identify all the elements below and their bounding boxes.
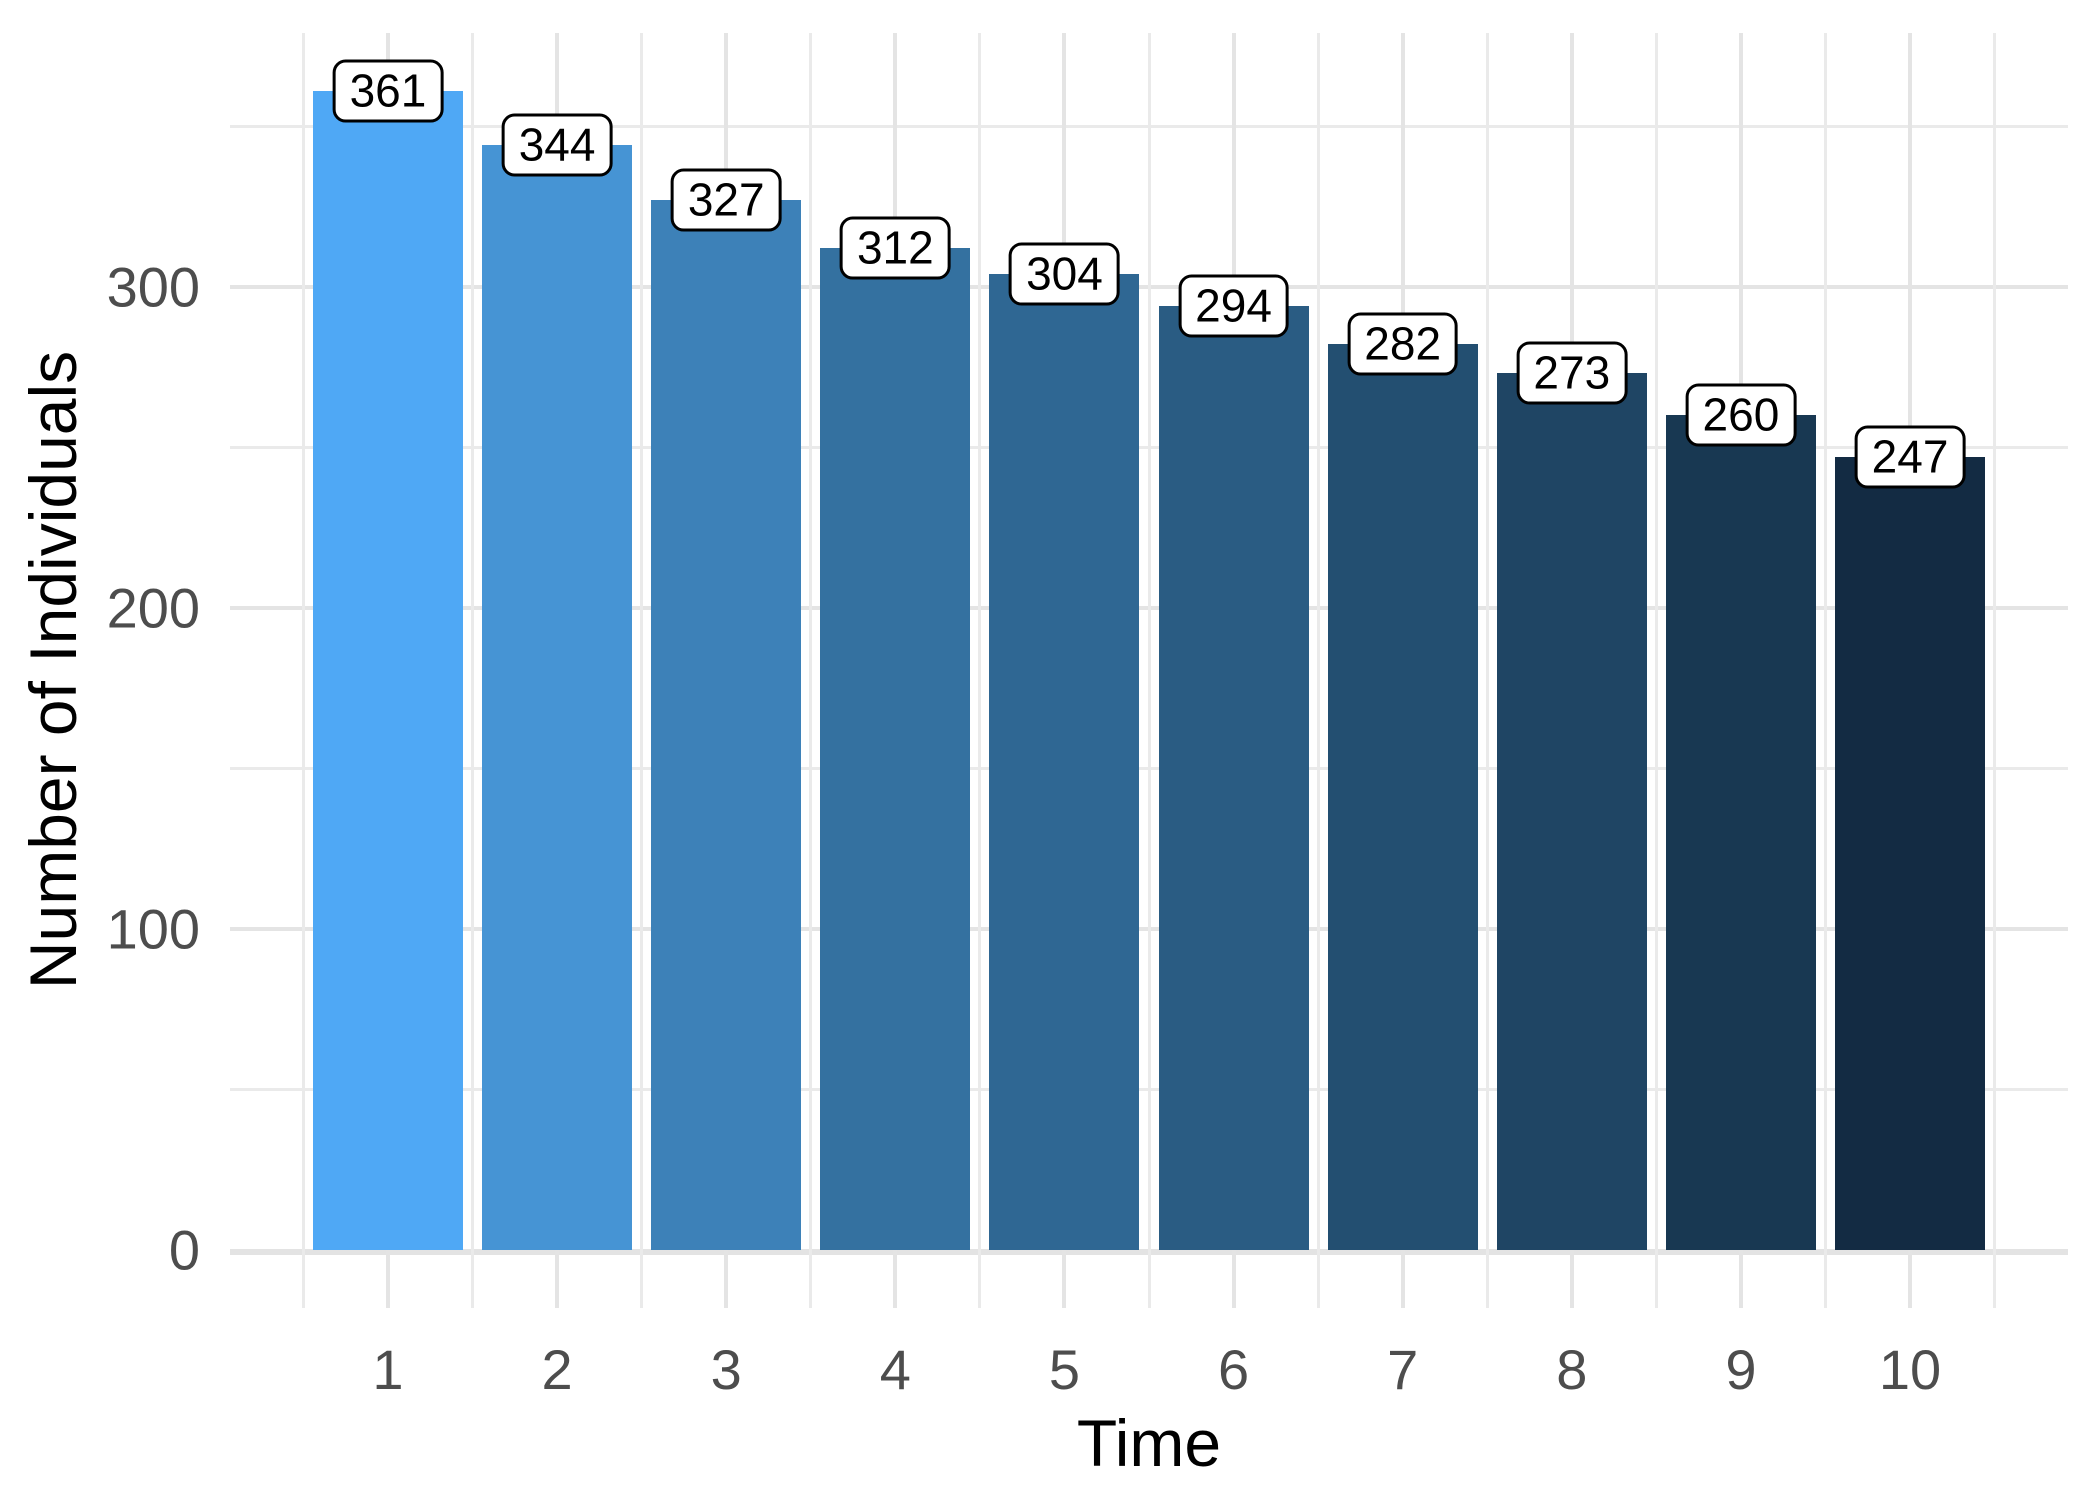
y-axis-title: Number of Individuals (16, 350, 90, 990)
gridline-vertical-minor (1147, 33, 1151, 1308)
bar-value-label: 327 (670, 168, 782, 232)
bar-value-label: 312 (839, 216, 951, 280)
x-axis-title: Time (1076, 1406, 1222, 1480)
gridline-vertical-minor (471, 33, 475, 1308)
bar (312, 90, 463, 1250)
gridline-vertical-minor (809, 33, 813, 1308)
bar-value-label: 247 (1854, 425, 1966, 489)
x-tick-label: 9 (1725, 1338, 1757, 1401)
bar (989, 273, 1140, 1250)
bar-value-label: 304 (1009, 242, 1120, 306)
gridline-vertical-minor (301, 33, 305, 1308)
bar (1835, 456, 1986, 1250)
gridline-vertical-minor (1823, 33, 1827, 1308)
bar-value-label: 260 (1685, 383, 1797, 447)
bar-value-label: 361 (332, 59, 444, 123)
x-tick-label: 3 (710, 1338, 742, 1401)
x-tick-label: 4 (879, 1338, 911, 1401)
x-tick-label: 1 (372, 1338, 404, 1401)
y-tick-label: 200 (106, 576, 200, 640)
x-tick-label: 2 (541, 1338, 573, 1401)
bar (1496, 373, 1647, 1250)
gridline-vertical-minor (1316, 33, 1320, 1308)
x-tick-label: 8 (1556, 1338, 1588, 1401)
x-tick-label: 7 (1387, 1338, 1419, 1401)
x-tick-label: 5 (1048, 1338, 1081, 1401)
bar (482, 145, 633, 1250)
gridline-vertical-minor (1993, 33, 1997, 1308)
bar-value-label: 294 (1178, 274, 1289, 338)
y-tick-label: 300 (106, 255, 200, 319)
x-tick-label: 6 (1217, 1338, 1250, 1401)
y-tick-label: 0 (168, 1218, 200, 1282)
gridline-vertical-minor (1485, 33, 1489, 1308)
bar (820, 248, 971, 1250)
bar-value-label: 344 (501, 113, 613, 177)
bar (1665, 415, 1816, 1250)
gridline-vertical-minor (978, 33, 982, 1308)
bar-value-label: 273 (1516, 341, 1628, 405)
bar (1327, 344, 1478, 1250)
gridline-vertical-minor (1654, 33, 1658, 1308)
x-tick-label: 10 (1878, 1338, 1942, 1401)
plot-panel: 361 344 327 312 304 294 282 273 260 247 (230, 33, 2068, 1308)
bar (651, 200, 802, 1250)
bar-value-label: 282 (1347, 313, 1459, 376)
bar (1158, 305, 1309, 1250)
gridline-vertical-minor (640, 33, 644, 1308)
y-tick-label: 100 (106, 897, 200, 961)
